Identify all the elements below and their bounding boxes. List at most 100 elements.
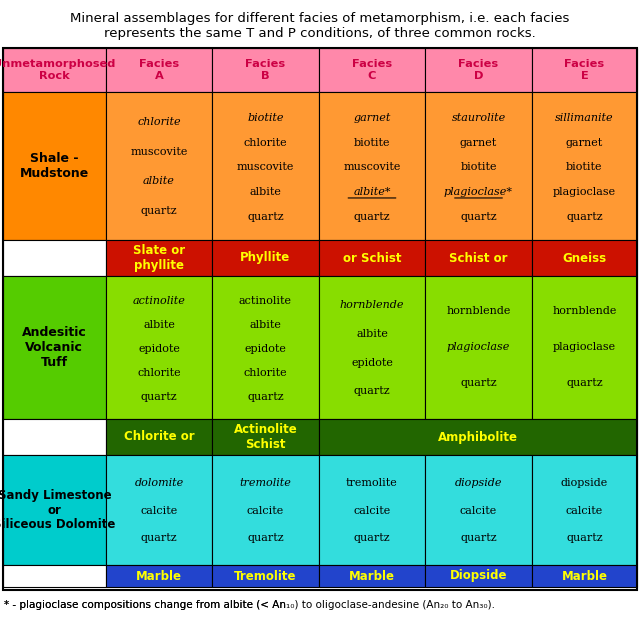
Text: quartz: quartz — [566, 534, 603, 543]
Bar — [425, 92, 532, 240]
Text: Marble: Marble — [136, 570, 182, 583]
Text: epidote: epidote — [244, 344, 287, 354]
Text: chlorite: chlorite — [244, 368, 287, 377]
Text: quartz: quartz — [247, 212, 284, 222]
Bar — [319, 92, 425, 240]
Bar — [425, 276, 532, 419]
Text: calcite: calcite — [460, 506, 497, 516]
Bar — [532, 48, 637, 92]
Text: * - plagioclase compositions change from albite (< An: * - plagioclase compositions change from… — [4, 600, 286, 610]
Text: plagioclase: plagioclase — [553, 187, 616, 197]
Bar — [319, 455, 425, 565]
Text: biotite: biotite — [460, 162, 497, 172]
Text: chlorite: chlorite — [137, 117, 180, 127]
Text: Tremolite: Tremolite — [234, 570, 297, 583]
Text: Facies
D: Facies D — [458, 59, 499, 81]
Text: Shale -
Mudstone: Shale - Mudstone — [20, 152, 89, 180]
Bar — [532, 92, 637, 240]
Bar — [3, 240, 106, 276]
Text: Slate or
phyllite: Slate or phyllite — [133, 244, 185, 272]
Bar — [212, 48, 319, 92]
Text: calcite: calcite — [353, 506, 390, 516]
Bar — [106, 455, 212, 565]
Text: biotite: biotite — [247, 113, 284, 123]
Text: chlorite: chlorite — [137, 368, 180, 377]
Text: quartz: quartz — [460, 534, 497, 543]
Text: muscovite: muscovite — [237, 162, 294, 172]
Bar — [212, 455, 319, 565]
Text: hornblende: hornblende — [340, 300, 404, 311]
Text: quartz: quartz — [141, 392, 177, 402]
Text: * - plagioclase compositions change from albite (< An₁₀) to oligoclase-andesine : * - plagioclase compositions change from… — [4, 600, 495, 610]
Text: tremolite: tremolite — [346, 478, 398, 489]
Text: represents the same T and P conditions, of three common rocks.: represents the same T and P conditions, … — [104, 27, 536, 40]
Text: albite: albite — [250, 320, 282, 330]
Text: epidote: epidote — [351, 358, 393, 368]
Text: Facies
C: Facies C — [352, 59, 392, 81]
Text: Diopside: Diopside — [450, 570, 508, 583]
Text: garnet: garnet — [353, 113, 390, 123]
Text: plagioclase: plagioclase — [447, 342, 510, 352]
Text: albite: albite — [143, 176, 175, 186]
Bar — [212, 92, 319, 240]
Text: albite: albite — [250, 187, 282, 197]
Text: muscovite: muscovite — [131, 147, 188, 157]
Text: albite: albite — [143, 320, 175, 330]
Text: chlorite: chlorite — [244, 138, 287, 148]
Text: Andesitic
Volcanic
Tuff: Andesitic Volcanic Tuff — [22, 326, 87, 369]
Text: muscovite: muscovite — [343, 162, 401, 172]
Bar — [532, 565, 637, 587]
Bar — [3, 565, 106, 587]
Text: quartz: quartz — [460, 378, 497, 388]
Text: epidote: epidote — [138, 344, 180, 354]
Bar — [319, 276, 425, 419]
Text: Marble: Marble — [349, 570, 395, 583]
Text: albite: albite — [356, 329, 388, 339]
Text: Facies
B: Facies B — [245, 59, 285, 81]
Text: Unmetamorphosed
Rock: Unmetamorphosed Rock — [0, 59, 116, 81]
Bar — [212, 276, 319, 419]
Text: Schist or: Schist or — [449, 251, 508, 264]
Text: Facies
E: Facies E — [564, 59, 604, 81]
Text: tremolite: tremolite — [239, 478, 291, 489]
Text: quartz: quartz — [354, 212, 390, 222]
Text: quartz: quartz — [566, 212, 603, 222]
Text: diopside: diopside — [561, 478, 608, 489]
Text: or Schist: or Schist — [343, 251, 401, 264]
Bar — [425, 240, 532, 276]
Bar — [212, 565, 319, 587]
Bar — [3, 92, 106, 240]
Bar — [212, 240, 319, 276]
Text: Marble: Marble — [561, 570, 607, 583]
Text: Chlorite or: Chlorite or — [124, 431, 195, 444]
Bar — [425, 455, 532, 565]
Text: staurolite: staurolite — [451, 113, 506, 123]
Text: calcite: calcite — [566, 506, 603, 516]
Bar — [106, 92, 212, 240]
Bar — [3, 455, 106, 565]
Text: quartz: quartz — [354, 386, 390, 396]
Bar — [3, 419, 106, 455]
Bar — [425, 565, 532, 587]
Bar — [319, 240, 425, 276]
Text: biotite: biotite — [354, 138, 390, 148]
Text: Mineral assemblages for different facies of metamorphism, i.e. each facies: Mineral assemblages for different facies… — [70, 12, 570, 25]
Text: albite*: albite* — [353, 187, 391, 197]
Text: hornblende: hornblende — [446, 306, 511, 316]
Bar — [319, 48, 425, 92]
Bar — [532, 240, 637, 276]
Text: garnet: garnet — [460, 138, 497, 148]
Text: hornblende: hornblende — [552, 306, 616, 316]
Text: quartz: quartz — [460, 212, 497, 222]
Text: biotite: biotite — [566, 162, 603, 172]
Bar — [106, 419, 212, 455]
Text: Gneiss: Gneiss — [563, 251, 607, 264]
Text: actinolite: actinolite — [132, 296, 186, 306]
Text: quartz: quartz — [141, 534, 177, 543]
Bar — [3, 48, 637, 590]
Text: calcite: calcite — [140, 506, 177, 516]
Text: quartz: quartz — [354, 534, 390, 543]
Text: Amphibolite: Amphibolite — [438, 431, 518, 444]
Bar — [319, 419, 637, 455]
Text: Actinolite
Schist: Actinolite Schist — [234, 423, 298, 451]
